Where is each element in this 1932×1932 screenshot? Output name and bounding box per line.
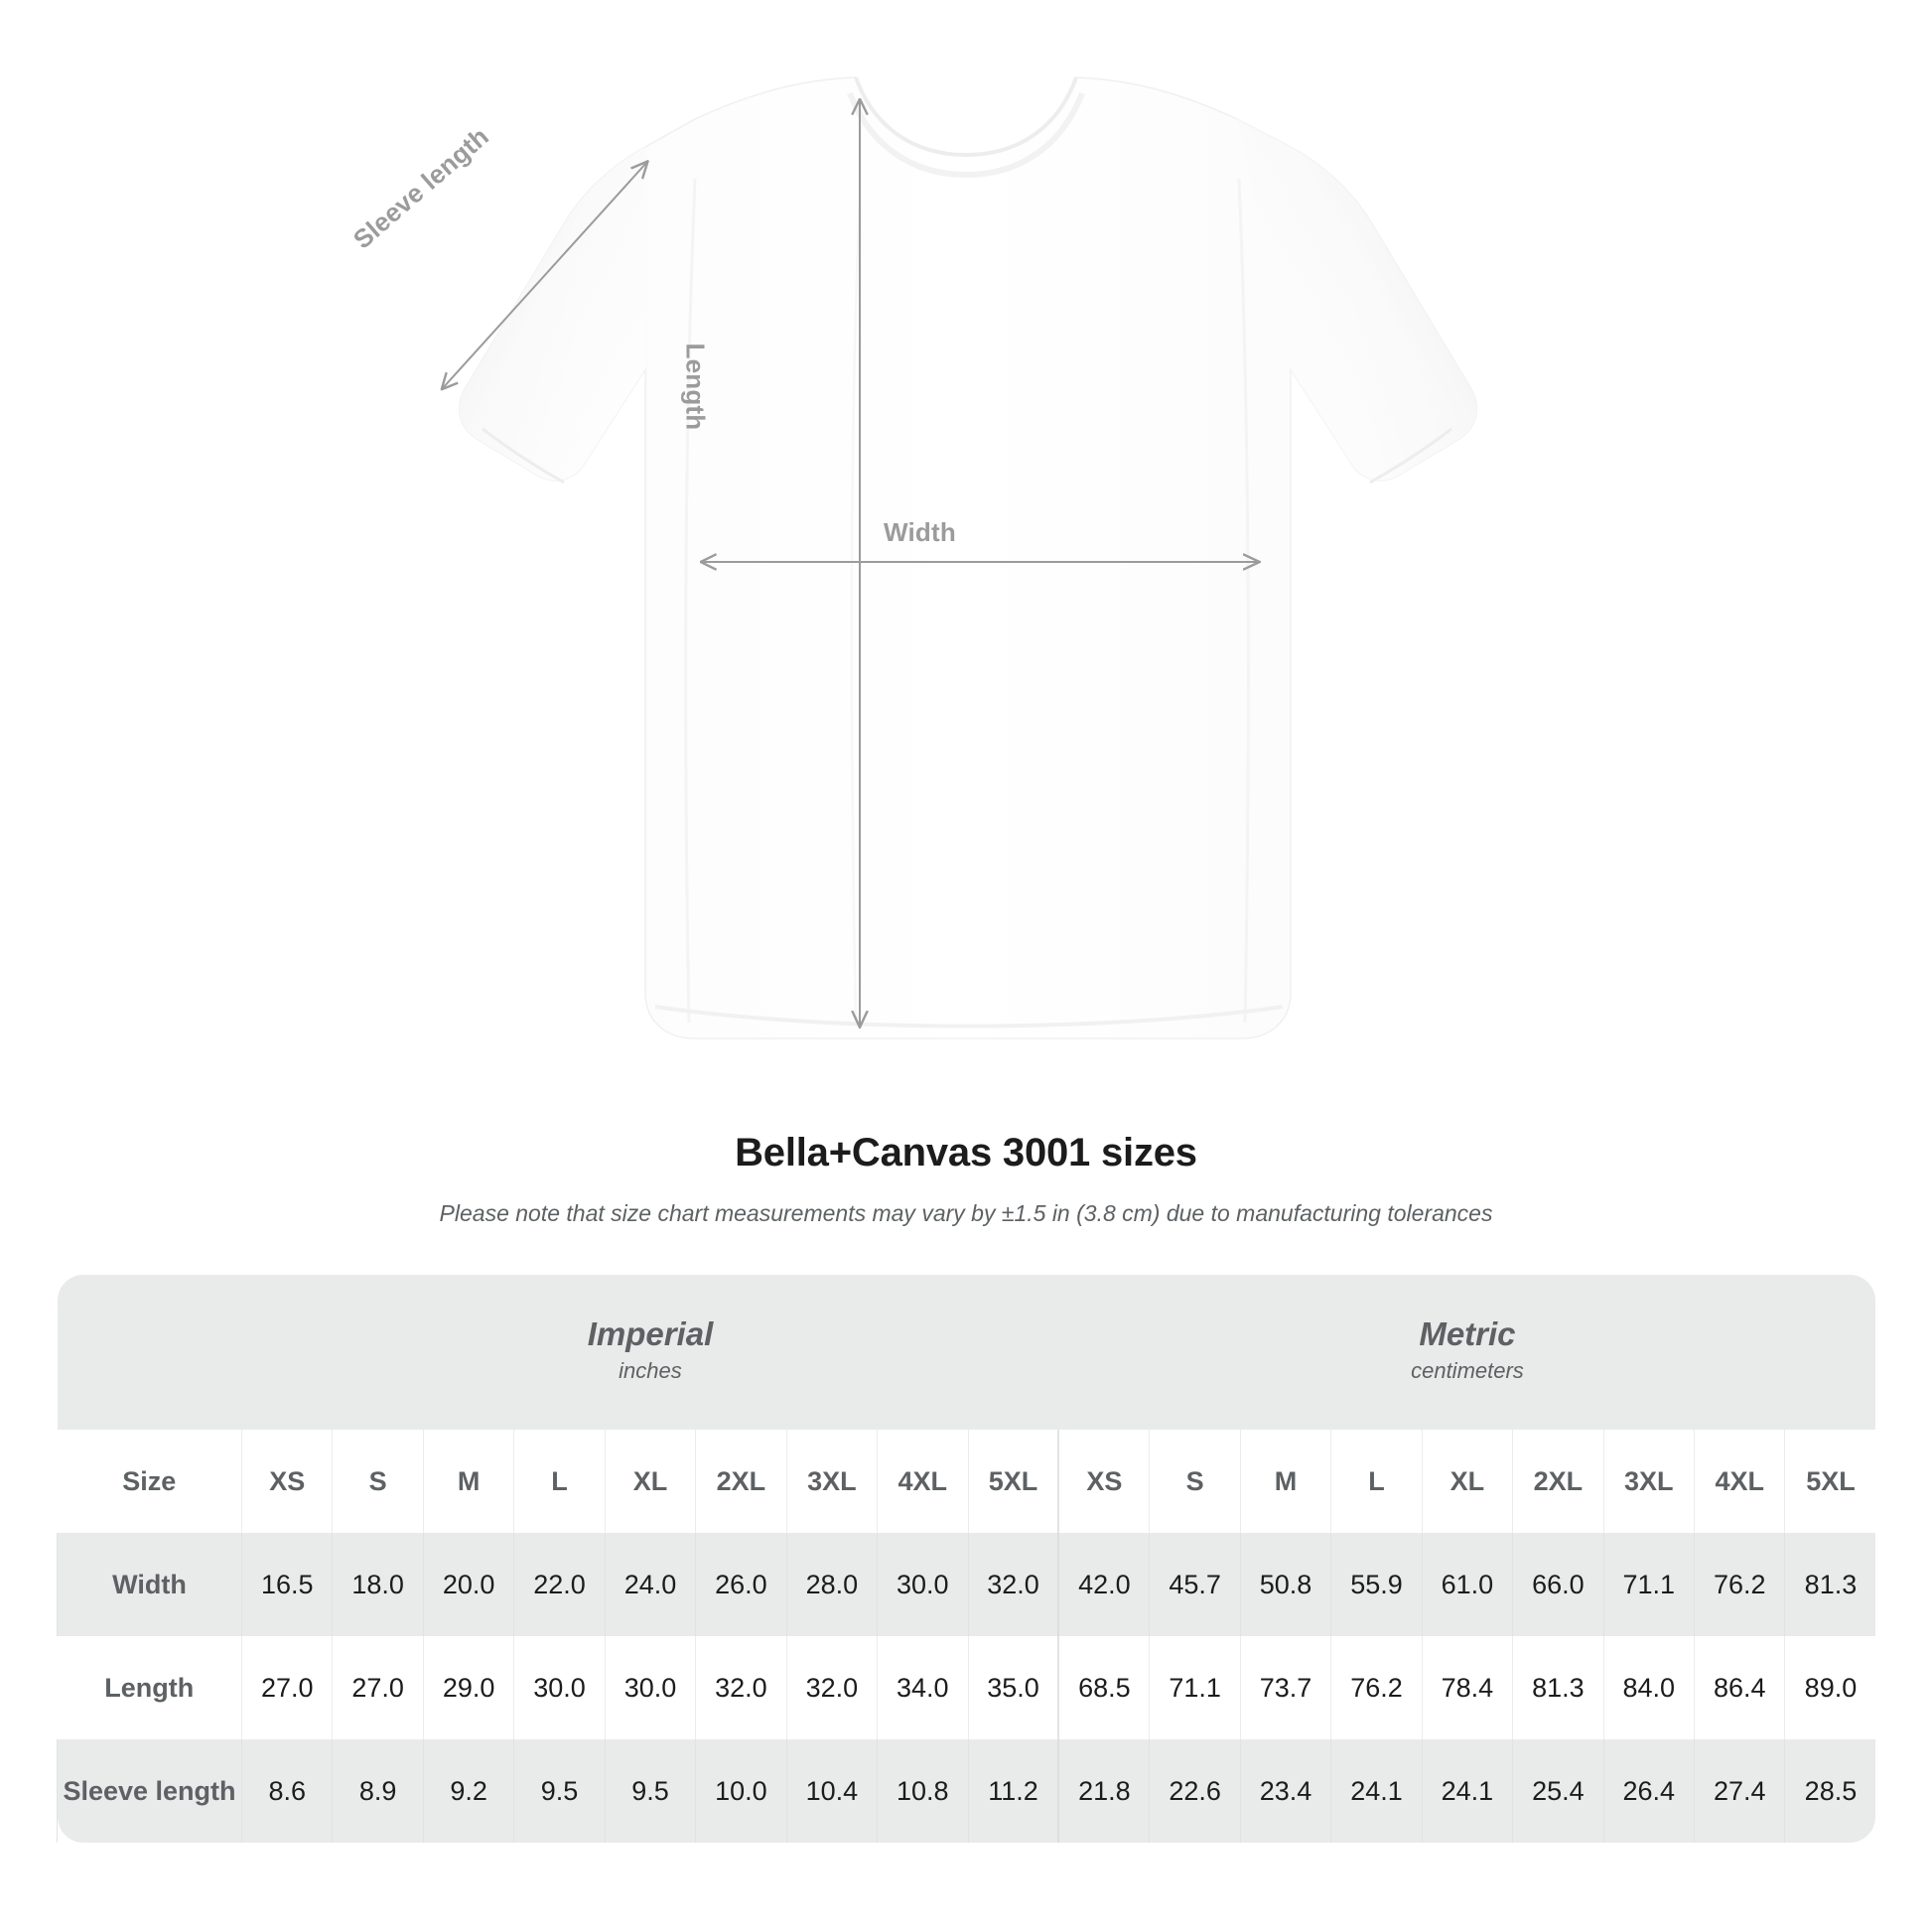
cell-sleeve-length-metric-xl: 24.1 <box>1421 1739 1513 1843</box>
cell-sleeve-length-imperial-s: 8.9 <box>332 1739 424 1843</box>
cell-width-imperial-xs: 16.5 <box>240 1533 333 1636</box>
cell-width-imperial-2xl: 26.0 <box>695 1533 787 1636</box>
cell-sleeve-length-metric-3xl: 26.4 <box>1602 1739 1695 1843</box>
cell-width-metric-2xl: 66.0 <box>1512 1533 1604 1636</box>
size-header-imperial-3xl: 3XL <box>785 1430 878 1533</box>
cell-sleeve-length-imperial-4xl: 10.8 <box>877 1739 968 1843</box>
cell-length-imperial-5xl: 35.0 <box>967 1636 1059 1739</box>
cell-sleeve-length-metric-s: 22.6 <box>1149 1739 1241 1843</box>
cell-length-imperial-2xl: 32.0 <box>695 1636 787 1739</box>
size-header-imperial-s: S <box>332 1430 424 1533</box>
cell-width-metric-xs: 42.0 <box>1057 1533 1150 1636</box>
row-label-length: Length <box>57 1636 242 1739</box>
cell-length-imperial-l: 30.0 <box>513 1636 606 1739</box>
unit-banner-spacer <box>57 1275 242 1430</box>
cell-sleeve-length-metric-4xl: 27.4 <box>1693 1739 1785 1843</box>
size-header-imperial-xl: XL <box>604 1430 696 1533</box>
cell-width-metric-3xl: 71.1 <box>1602 1533 1695 1636</box>
unit-header-metric: Metric centimeters <box>1058 1275 1876 1430</box>
cell-sleeve-length-metric-2xl: 25.4 <box>1512 1739 1604 1843</box>
size-header-metric-s: S <box>1149 1430 1241 1533</box>
row-label-sleeve-length: Sleeve length <box>57 1739 242 1843</box>
cell-sleeve-length-imperial-m: 9.2 <box>422 1739 514 1843</box>
cell-length-metric-m: 73.7 <box>1239 1636 1331 1739</box>
cell-length-metric-5xl: 89.0 <box>1784 1636 1876 1739</box>
size-header-imperial-5xl: 5XL <box>967 1430 1059 1533</box>
cell-length-imperial-xl: 30.0 <box>604 1636 696 1739</box>
tshirt-shape <box>458 76 1478 1039</box>
cell-sleeve-length-imperial-xl: 9.5 <box>604 1739 696 1843</box>
cell-length-imperial-4xl: 34.0 <box>877 1636 968 1739</box>
cell-sleeve-length-imperial-xs: 8.6 <box>240 1739 333 1843</box>
width-label: Width <box>884 517 956 547</box>
cell-length-imperial-3xl: 32.0 <box>785 1636 878 1739</box>
table-row: Width 16.5 18.0 20.0 22.0 24.0 26.0 28.0 30.0 32.… <box>57 1533 1876 1636</box>
cell-sleeve-length-metric-xs: 21.8 <box>1057 1739 1150 1843</box>
unit-sub-metric: centimeters <box>1411 1358 1524 1384</box>
cell-width-metric-s: 45.7 <box>1149 1533 1241 1636</box>
cell-width-metric-m: 50.8 <box>1239 1533 1331 1636</box>
size-header-metric-xs: XS <box>1057 1430 1150 1533</box>
cell-sleeve-length-imperial-2xl: 10.0 <box>695 1739 787 1843</box>
tshirt-illustration <box>0 76 1478 1039</box>
cell-width-metric-l: 55.9 <box>1330 1533 1423 1636</box>
cell-width-metric-5xl: 81.3 <box>1784 1533 1876 1636</box>
cell-sleeve-length-imperial-l: 9.5 <box>513 1739 606 1843</box>
tshirt-measurement-diagram: Sleeve length Length Width <box>0 76 1478 1039</box>
cell-width-imperial-xl: 24.0 <box>604 1533 696 1636</box>
cell-width-imperial-3xl: 28.0 <box>785 1533 878 1636</box>
cell-length-imperial-xs: 27.0 <box>240 1636 333 1739</box>
cell-length-metric-3xl: 84.0 <box>1602 1636 1695 1739</box>
table-row: Sleeve length 8.6 8.9 9.2 9.5 9.5 10.0 10.4 10.8… <box>57 1739 1876 1843</box>
size-header-metric-l: L <box>1330 1430 1423 1533</box>
cell-length-imperial-m: 29.0 <box>422 1636 514 1739</box>
cell-length-metric-xl: 78.4 <box>1421 1636 1513 1739</box>
cell-sleeve-length-imperial-3xl: 10.4 <box>785 1739 878 1843</box>
unit-name-metric: Metric <box>1419 1315 1516 1353</box>
size-header-metric-2xl: 2XL <box>1512 1430 1604 1533</box>
cell-width-imperial-s: 18.0 <box>332 1533 424 1636</box>
cell-sleeve-length-imperial-5xl: 11.2 <box>967 1739 1059 1843</box>
cell-width-metric-4xl: 76.2 <box>1693 1533 1785 1636</box>
size-header-imperial-4xl: 4XL <box>877 1430 968 1533</box>
cell-length-metric-s: 71.1 <box>1149 1636 1241 1739</box>
size-header-imperial-m: M <box>422 1430 514 1533</box>
cell-sleeve-length-metric-5xl: 28.5 <box>1784 1739 1876 1843</box>
cell-width-imperial-l: 22.0 <box>513 1533 606 1636</box>
size-header-metric-5xl: 5XL <box>1784 1430 1876 1533</box>
size-header-imperial-xs: XS <box>240 1430 333 1533</box>
size-header-metric-m: M <box>1239 1430 1331 1533</box>
cell-length-imperial-s: 27.0 <box>332 1636 424 1739</box>
sleeve-length-arrow <box>442 162 647 389</box>
length-label: Length <box>680 343 711 431</box>
cell-width-imperial-5xl: 32.0 <box>967 1533 1059 1636</box>
column-header-size: Size <box>57 1430 242 1533</box>
page-title: Bella+Canvas 3001 sizes <box>735 1131 1197 1174</box>
cell-length-metric-xs: 68.5 <box>1057 1636 1150 1739</box>
table-row: Length 27.0 27.0 29.0 30.0 30.0 32.0 32.0 34.0 35… <box>57 1636 1876 1739</box>
size-header-metric-xl: XL <box>1421 1430 1513 1533</box>
size-header-row: Size XS S M L XL 2XL 3XL 4XL 5XL XS S M L XL 2XL 3XL 4XL 5… <box>57 1430 1876 1533</box>
size-chart-table: Imperial inches Metric centimeters Size XS S M L… <box>57 1275 1876 1843</box>
row-label-width: Width <box>57 1533 242 1636</box>
cell-length-metric-l: 76.2 <box>1330 1636 1423 1739</box>
unit-banner-row: Imperial inches Metric centimeters <box>57 1275 1876 1430</box>
size-header-metric-3xl: 3XL <box>1602 1430 1695 1533</box>
unit-header-imperial: Imperial inches <box>241 1275 1059 1430</box>
cell-sleeve-length-metric-l: 24.1 <box>1330 1739 1423 1843</box>
size-header-imperial-2xl: 2XL <box>695 1430 787 1533</box>
cell-sleeve-length-metric-m: 23.4 <box>1239 1739 1331 1843</box>
cell-length-metric-2xl: 81.3 <box>1512 1636 1604 1739</box>
cell-length-metric-4xl: 86.4 <box>1693 1636 1785 1739</box>
tolerance-note: Please note that size chart measurements… <box>439 1200 1493 1226</box>
size-header-imperial-l: L <box>513 1430 606 1533</box>
cell-width-imperial-4xl: 30.0 <box>877 1533 968 1636</box>
cell-width-metric-xl: 61.0 <box>1421 1533 1513 1636</box>
unit-name-imperial: Imperial <box>587 1315 714 1353</box>
size-header-metric-4xl: 4XL <box>1693 1430 1785 1533</box>
size-chart-table-wrapper: Imperial inches Metric centimeters Size XS S M L… <box>57 1275 1876 1843</box>
unit-sub-imperial: inches <box>619 1358 682 1384</box>
cell-width-imperial-m: 20.0 <box>422 1533 514 1636</box>
